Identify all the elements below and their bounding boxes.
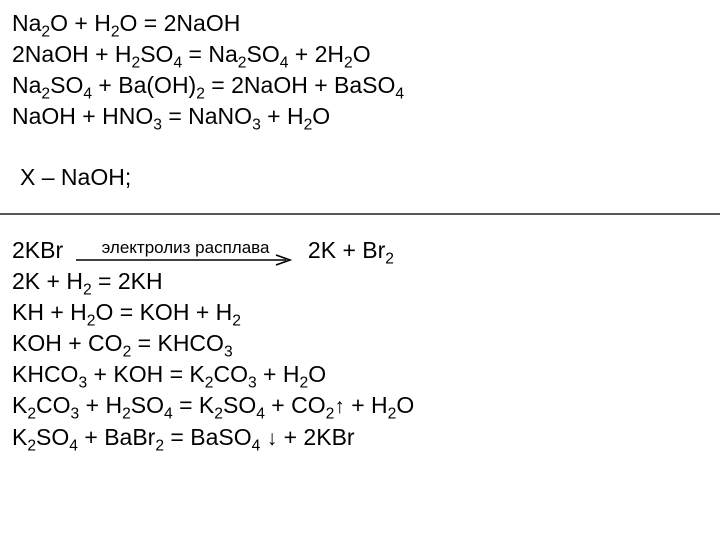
eq-2-2: 2K + H2 = 2KH — [12, 266, 708, 297]
eq-2-5: KHCO3 + KOH = K2CO3 + H2O — [12, 359, 708, 390]
eq-1-3: Na2SO4 + Ba(OH)2 = 2NaOH + BaSO4 — [12, 70, 708, 101]
answer-line: X – NaOH; — [12, 162, 708, 193]
eq-1-2: 2NaOH + H2SO4 = Na2SO4 + 2H2O — [12, 39, 708, 70]
eq-2-3: KH + H2O = KOH + H2 — [12, 297, 708, 328]
reaction-arrow: электролиз расплава — [76, 239, 296, 266]
eq-2-7: K2SO4 + BaBr2 = BaSO4 ↓ + 2KBr — [12, 422, 708, 453]
eq-2-1-right: 2K + Br2 — [308, 237, 394, 263]
eq-2-1: 2KBr электролиз расплава 2K + Br2 — [12, 235, 708, 266]
eq-2-1-left: 2KBr — [12, 237, 63, 263]
arrow-label: электролиз расплава — [76, 239, 296, 256]
section-divider — [0, 213, 720, 215]
eq-2-4: KOH + CO2 = KHCO3 — [12, 328, 708, 359]
page: Na2O + H2O = 2NaOH 2NaOH + H2SO4 = Na2SO… — [0, 0, 720, 465]
spacer — [12, 132, 708, 162]
eq-2-6: K2CO3 + H2SO4 = K2SO4 + CO2↑ + H2O — [12, 390, 708, 421]
eq-1-1: Na2O + H2O = 2NaOH — [12, 8, 708, 39]
eq-1-4: NaOH + HNO3 = NaNO3 + H2O — [12, 101, 708, 132]
